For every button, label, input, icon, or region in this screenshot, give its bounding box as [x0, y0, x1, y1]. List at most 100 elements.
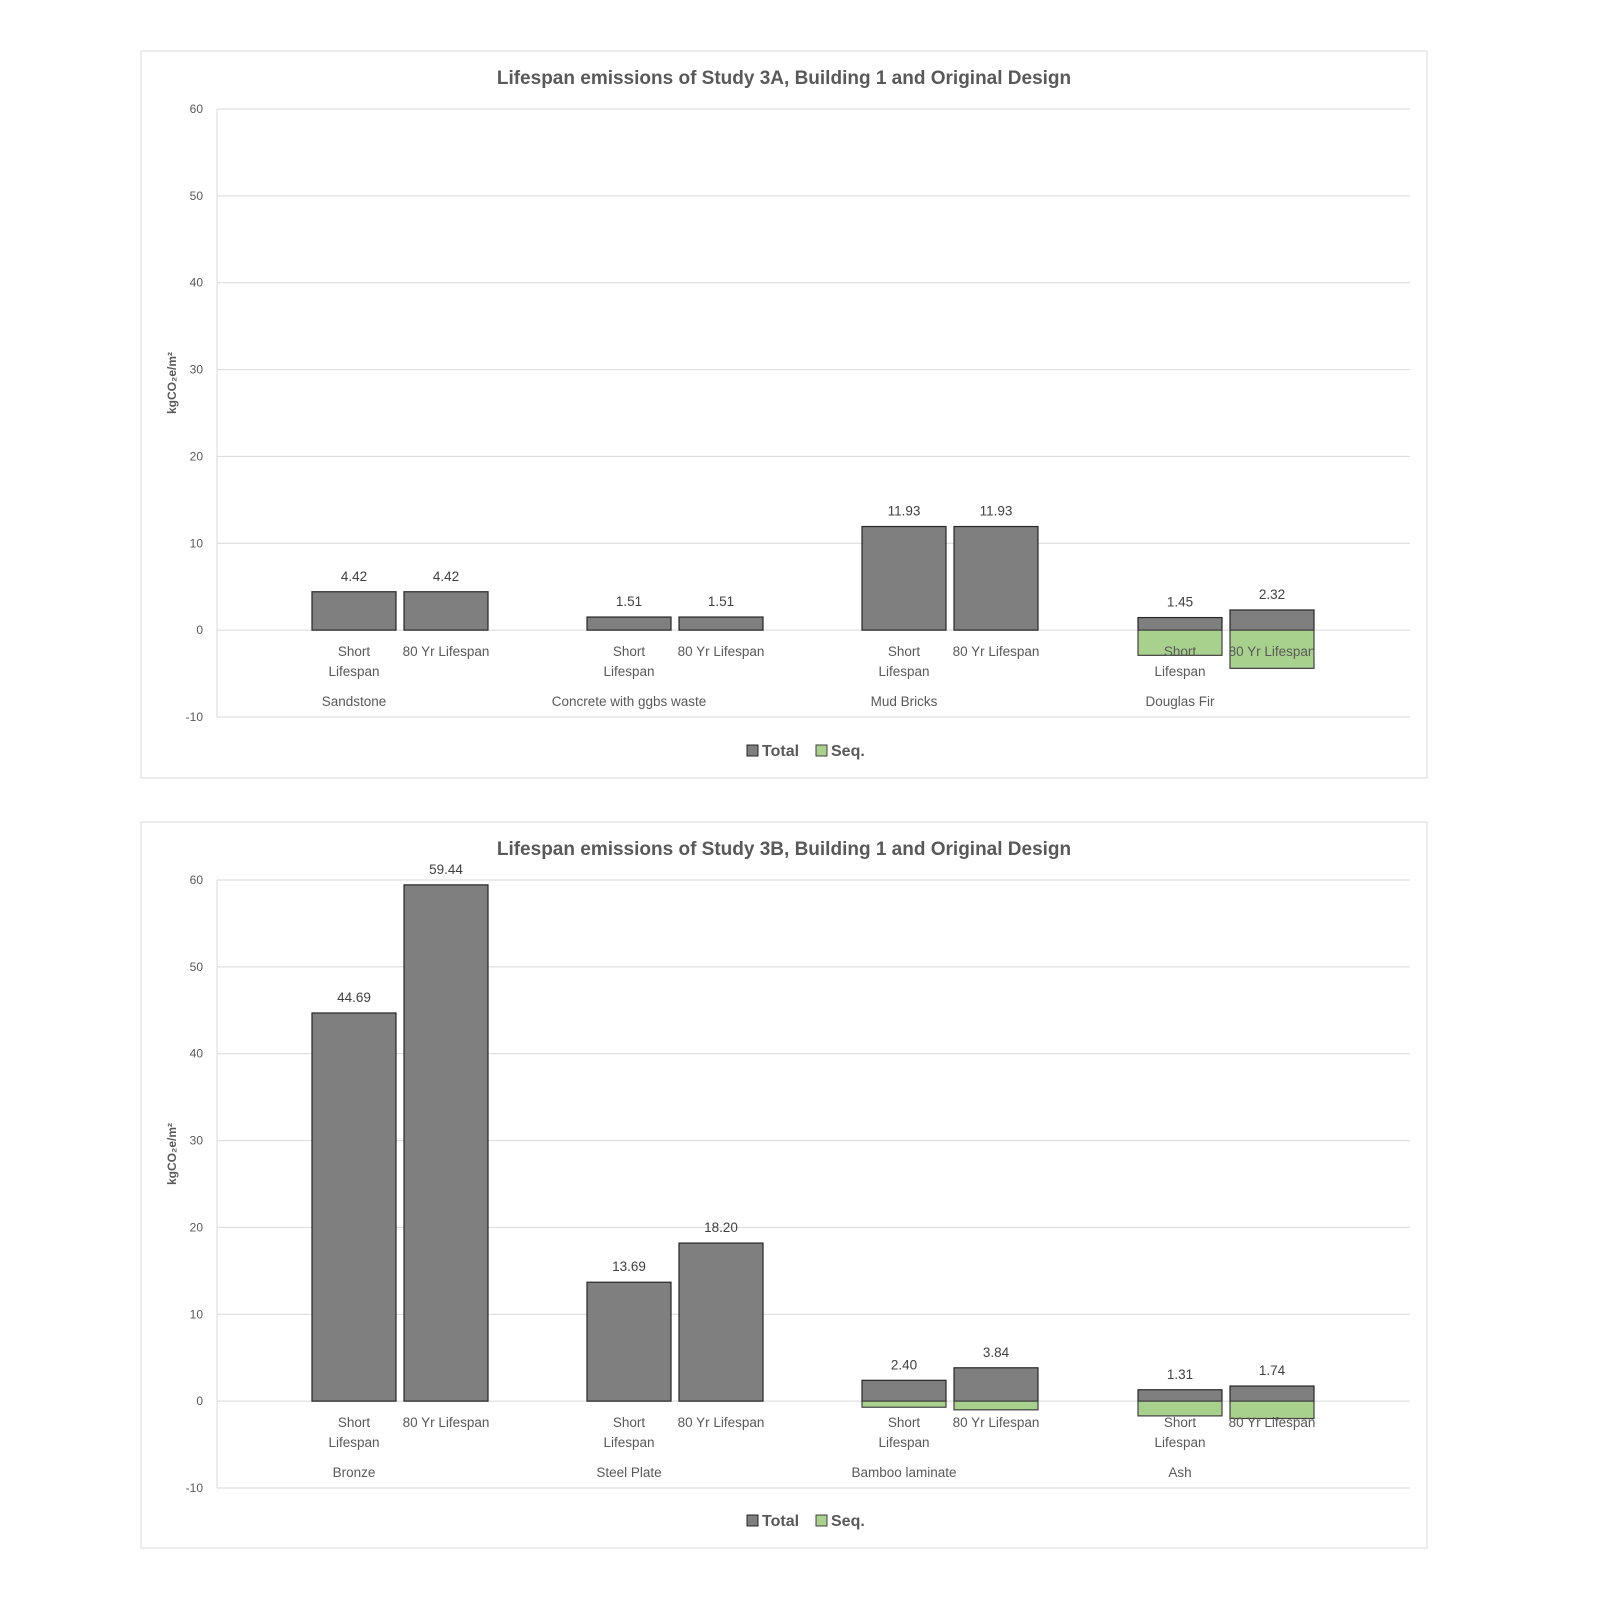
bar-total: [311, 591, 397, 631]
y-tick-label: 30: [190, 1134, 204, 1148]
data-label: 11.93: [980, 504, 1013, 519]
legend-label-total: Total: [762, 1513, 799, 1530]
data-label: 18.20: [704, 1220, 738, 1235]
bar-total: [953, 1367, 1039, 1402]
data-label: 1.51: [708, 594, 734, 609]
y-tick-label: 50: [190, 189, 204, 203]
legend-label-total: Total: [762, 743, 799, 760]
group-label: Sandstone: [322, 694, 387, 709]
data-label: 1.45: [1167, 595, 1193, 610]
data-label: 1.74: [1259, 1363, 1286, 1378]
data-label: 3.84: [983, 1345, 1010, 1360]
group-label: Ash: [1168, 1465, 1191, 1480]
legend-label-seq: Seq.: [831, 743, 865, 760]
subcategory-label: Lifespan: [1154, 664, 1205, 679]
bar-seq: [861, 1400, 947, 1408]
subcategory-label: 80 Yr Lifespan: [1229, 644, 1316, 659]
bar-total: [403, 884, 489, 1402]
subcategory-label: 80 Yr Lifespan: [678, 644, 765, 659]
subcategory-label: Short: [613, 1415, 646, 1430]
data-label: 4.42: [433, 569, 459, 584]
legend-swatch-total: [746, 744, 759, 757]
chart-title: Lifespan emissions of Study 3B, Building…: [497, 839, 1071, 860]
group-label: Mud Bricks: [871, 694, 938, 709]
y-tick-label: 50: [190, 960, 204, 974]
data-label: 59.44: [429, 862, 463, 877]
y-tick-label: 10: [190, 536, 204, 550]
group-label: Douglas Fir: [1145, 694, 1215, 709]
y-axis-label: kgCO₂e/m²: [165, 352, 179, 414]
data-label: 4.42: [341, 569, 367, 584]
legend-swatch-seq: [815, 744, 828, 757]
y-tick-label: 30: [190, 363, 204, 377]
bar-total: [403, 591, 489, 631]
bar-seq: [1229, 1400, 1315, 1420]
y-tick-label: 10: [190, 1307, 204, 1321]
bar-total: [311, 1012, 397, 1402]
legend-swatch-seq: [815, 1514, 828, 1527]
subcategory-label: 80 Yr Lifespan: [403, 644, 490, 659]
subcategory-label: 80 Yr Lifespan: [403, 1415, 490, 1430]
y-tick-label: -10: [186, 1481, 204, 1495]
bar-total: [953, 525, 1039, 631]
data-label: 44.69: [337, 990, 371, 1005]
legend-swatch-total: [746, 1514, 759, 1527]
subcategory-label: Lifespan: [878, 664, 929, 679]
subcategory-label: 80 Yr Lifespan: [953, 1415, 1040, 1430]
y-axis-label: kgCO₂e/m²: [165, 1123, 179, 1185]
y-tick-label: 0: [196, 623, 203, 637]
group-label: Bronze: [333, 1465, 376, 1480]
subcategory-label: 80 Yr Lifespan: [678, 1415, 765, 1430]
subcategory-label: Short: [888, 1415, 921, 1430]
group-label: Steel Plate: [596, 1465, 661, 1480]
legend-label-seq: Seq.: [831, 1513, 865, 1530]
y-tick-label: 60: [190, 873, 204, 887]
y-tick-label: 40: [190, 1047, 204, 1061]
bar-total: [586, 1281, 672, 1402]
subcategory-label: Lifespan: [328, 1435, 379, 1450]
bar-total: [678, 1242, 764, 1402]
data-label: 11.93: [888, 504, 921, 519]
group-label: Concrete with ggbs waste: [552, 694, 707, 709]
bar-total: [1229, 1385, 1315, 1402]
y-tick-label: 20: [190, 449, 204, 463]
bar-total: [586, 616, 672, 631]
bar-total: [1229, 609, 1315, 631]
bar-seq: [953, 1400, 1039, 1411]
subcategory-label: Short: [338, 644, 371, 659]
subcategory-label: Short: [613, 644, 646, 659]
subcategory-label: 80 Yr Lifespan: [953, 644, 1040, 659]
bar-total: [861, 1379, 947, 1402]
y-tick-label: 40: [190, 276, 204, 290]
y-tick-label: 60: [190, 102, 204, 116]
subcategory-label: Lifespan: [603, 664, 654, 679]
data-label: 2.32: [1259, 587, 1285, 602]
bar-total: [1137, 1389, 1223, 1402]
data-label: 2.40: [891, 1357, 917, 1372]
subcategory-label: Short: [1164, 1415, 1197, 1430]
chart-1: Lifespan emissions of Study 3A, Building…: [140, 50, 1428, 779]
subcategory-label: Short: [338, 1415, 371, 1430]
chart-border: [140, 50, 1428, 779]
y-tick-label: -10: [186, 710, 204, 724]
data-label: 1.31: [1167, 1367, 1193, 1382]
subcategory-label: Lifespan: [328, 664, 379, 679]
y-tick-label: 20: [190, 1220, 204, 1234]
y-tick-label: 0: [196, 1394, 203, 1408]
data-label: 1.51: [616, 594, 642, 609]
chart-title: Lifespan emissions of Study 3A, Building…: [497, 68, 1071, 89]
bar-total: [861, 525, 947, 631]
subcategory-label: Short: [888, 644, 921, 659]
bar-total: [678, 616, 764, 631]
data-label: 13.69: [612, 1259, 646, 1274]
bar-total: [1137, 616, 1223, 631]
subcategory-label: 80 Yr Lifespan: [1229, 1415, 1316, 1430]
bar-seq: [1229, 629, 1315, 669]
bar-seq: [1137, 1400, 1223, 1417]
subcategory-label: Short: [1164, 644, 1197, 659]
bar-seq: [1137, 629, 1223, 656]
subcategory-label: Lifespan: [1154, 1435, 1205, 1450]
subcategory-label: Lifespan: [603, 1435, 654, 1450]
subcategory-label: Lifespan: [878, 1435, 929, 1450]
